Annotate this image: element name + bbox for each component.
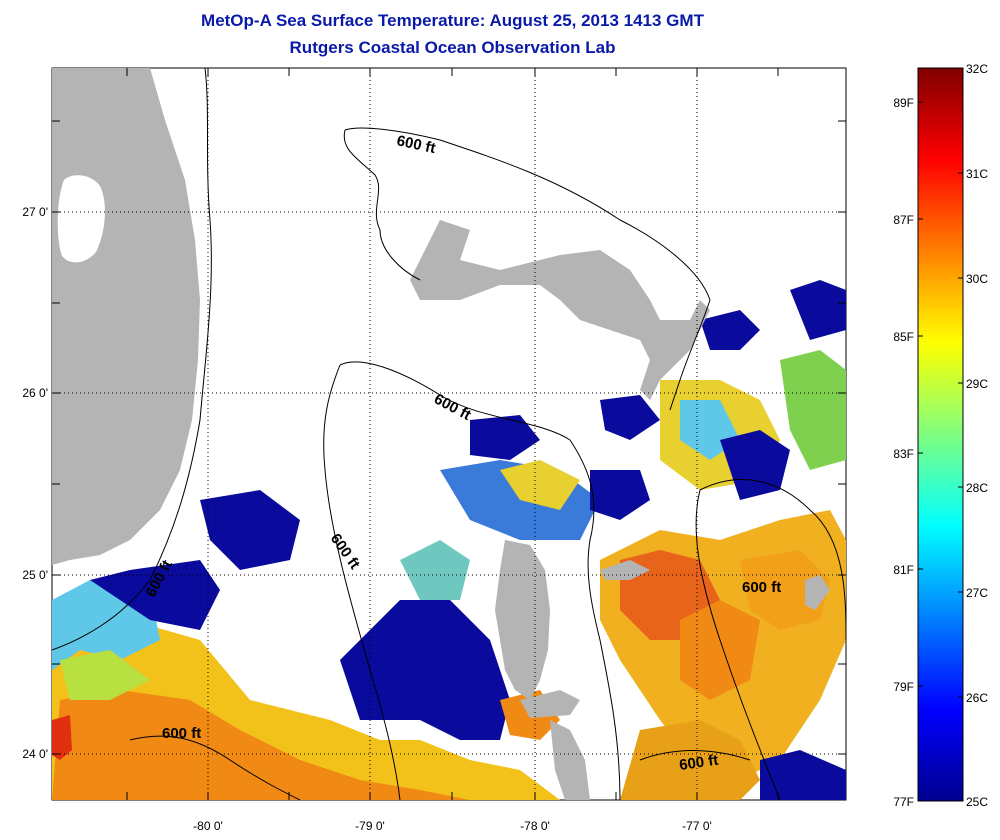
colorbar-celsius-label: 28C	[966, 481, 988, 495]
contour-label: 600 ft	[742, 579, 781, 596]
lat-label: 26 0'	[22, 386, 48, 400]
colorbar-celsius-label: 26C	[966, 691, 988, 705]
colorbar-fahrenheit-label: 77F	[893, 795, 914, 809]
contour-label: 600 ft	[162, 725, 201, 742]
lon-label: -79 0'	[355, 819, 385, 833]
graticule	[52, 68, 846, 800]
colorbar-fahrenheit-label: 79F	[893, 680, 914, 694]
colorbar-celsius-label: 25C	[966, 795, 988, 809]
colorbar-fahrenheit-label: 87F	[893, 213, 914, 227]
colorbar-fahrenheit-label: 85F	[893, 330, 914, 344]
lat-label: 24 0'	[22, 747, 48, 761]
colorbar-celsius-label: 31C	[966, 167, 988, 181]
colorbar-fahrenheit-label: 89F	[893, 96, 914, 110]
map-subtitle: Rutgers Coastal Ocean Observation Lab	[289, 38, 616, 57]
colorbar-celsius-label: 30C	[966, 272, 988, 286]
colorbar-fahrenheit-label: 81F	[893, 563, 914, 577]
colorbar-celsius-label: 29C	[966, 377, 988, 391]
colorbar-celsius-label: 32C	[966, 62, 988, 76]
colorbar-fahrenheit-label: 83F	[893, 447, 914, 461]
lon-label: -78 0'	[520, 819, 550, 833]
colorbar-gradient	[917, 67, 964, 802]
lat-label: 25 0'	[22, 568, 48, 582]
lake-okeechobee	[57, 175, 105, 263]
colorbar: 32C 31C 30C 29C 28C 27C 26C 25C 89F 87F …	[893, 62, 988, 809]
contour-label: 600 ft	[678, 752, 719, 774]
axis-ticks	[52, 68, 846, 800]
lon-label: -80 0'	[193, 819, 223, 833]
sst-map: 600 ft 600 ft 600 ft 600 ft 600 ft 600 f…	[22, 67, 847, 833]
land-masses	[52, 68, 830, 800]
bathymetry-contours	[52, 68, 846, 800]
lat-label: 27 0'	[22, 205, 48, 219]
map-title: MetOp-A Sea Surface Temperature: August …	[201, 11, 704, 30]
colorbar-celsius-label: 27C	[966, 586, 988, 600]
lon-label: -77 0'	[682, 819, 712, 833]
